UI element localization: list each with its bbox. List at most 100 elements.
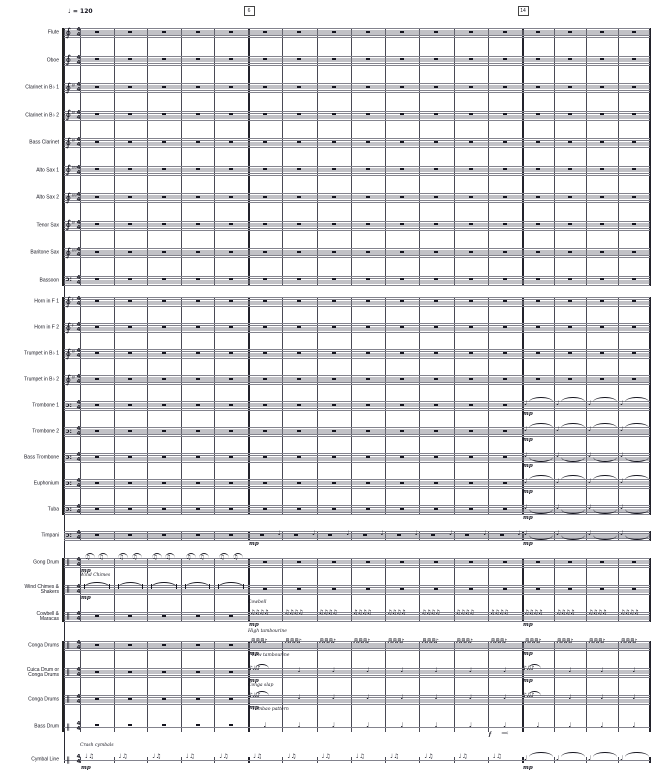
whole-rest xyxy=(263,85,268,88)
measure xyxy=(114,708,148,742)
measure xyxy=(147,283,181,317)
whole-rest xyxy=(331,58,336,60)
measure: ♩ xyxy=(618,465,650,499)
tie-arc xyxy=(561,457,585,462)
whole-rest xyxy=(632,250,636,253)
measure xyxy=(317,361,351,395)
note-figure: ♫♫♫♫ xyxy=(352,609,372,616)
chime-sweep-arc xyxy=(151,581,177,588)
whole-rest xyxy=(161,614,166,617)
whole-rest xyxy=(161,455,166,458)
tie-arc xyxy=(561,751,585,757)
measure xyxy=(214,234,248,268)
note-stem xyxy=(151,584,153,589)
whole-rest xyxy=(568,250,572,253)
measure xyxy=(554,207,586,241)
treble-clef-icon: ∮ xyxy=(65,245,72,259)
measure xyxy=(454,465,488,499)
time-signature: 4 4 xyxy=(76,322,81,333)
measure xyxy=(80,179,114,213)
barline xyxy=(650,531,651,541)
treble-clef-icon: ∮ xyxy=(65,163,72,176)
measure xyxy=(317,14,351,48)
note-figure: ♩ ♫ xyxy=(390,753,399,760)
whole-rest xyxy=(468,30,473,33)
note-figure: ♫♫♫♫ xyxy=(421,609,440,616)
whole-rest xyxy=(502,403,507,406)
whole-rest xyxy=(229,481,234,484)
whole-rest xyxy=(400,325,405,328)
whole-rest xyxy=(297,481,302,484)
note-quarter: ♩ xyxy=(524,476,527,485)
note-figure: ♬♬♬♪ xyxy=(318,638,337,645)
measure xyxy=(114,97,148,131)
whole-rest xyxy=(331,195,336,198)
measure xyxy=(282,413,316,447)
whole-rest xyxy=(263,403,268,406)
measure xyxy=(248,361,282,395)
measure xyxy=(282,42,316,76)
whole-rest xyxy=(400,113,405,115)
note-stem xyxy=(209,584,211,589)
note-figure: ♩ ♫ xyxy=(219,753,228,760)
measure xyxy=(586,124,618,158)
note-figure: ♩ ♫ xyxy=(85,753,94,760)
note-figure: ♩ ♫ xyxy=(492,753,502,760)
measure xyxy=(214,413,248,447)
whole-rest xyxy=(465,533,470,536)
note-figure: ♩ ♫ xyxy=(424,753,433,760)
staff-lines xyxy=(64,349,650,359)
time-signature: 4 4 xyxy=(76,426,81,437)
measure xyxy=(454,387,488,421)
whole-rest xyxy=(600,278,604,280)
measure: ♬♬♬♪ xyxy=(419,627,453,661)
measure xyxy=(114,627,148,661)
whole-rest xyxy=(331,403,336,406)
whole-rest xyxy=(229,670,234,673)
measure xyxy=(317,69,351,103)
note-quarter: ♩ xyxy=(524,502,527,511)
measure xyxy=(317,179,351,213)
tie-arc xyxy=(625,396,649,402)
note-quarter: ♩ xyxy=(620,424,623,433)
whole-rest xyxy=(468,299,473,302)
measure xyxy=(351,571,385,605)
whole-rest xyxy=(502,587,507,590)
measure xyxy=(80,207,114,241)
time-signature: 4 4 xyxy=(76,27,81,38)
note-quarter: ♩ xyxy=(331,720,335,729)
whole-rest xyxy=(229,455,234,458)
dynamic-marking: mp xyxy=(523,437,533,443)
treble-clef-icon: ∮ xyxy=(65,218,72,231)
whole-rest xyxy=(263,377,268,380)
measure: ♩ ♫ xyxy=(147,741,181,775)
barline xyxy=(180,28,182,286)
note-figure: ♬♬♬♪ xyxy=(556,638,574,645)
measure: ♫♫♫♫ xyxy=(385,598,419,632)
measure xyxy=(181,465,215,499)
barline xyxy=(487,641,489,732)
barline xyxy=(316,28,318,286)
whole-rest xyxy=(468,85,473,88)
measure xyxy=(248,571,282,605)
measure xyxy=(454,262,488,296)
time-signature: 4 4 xyxy=(76,584,81,595)
measure: ♫♫♫♫ xyxy=(419,598,453,632)
note-quarter: ♩ xyxy=(536,720,539,729)
whole-rest xyxy=(400,278,405,280)
whole-rest xyxy=(568,325,572,328)
staff-lines xyxy=(64,668,650,678)
whole-rest xyxy=(536,140,540,143)
slur-arc xyxy=(98,552,109,558)
measure xyxy=(214,627,248,661)
measure xyxy=(618,544,650,578)
measure xyxy=(80,234,114,268)
staff-lines xyxy=(64,727,650,728)
measure xyxy=(147,234,181,268)
barline xyxy=(650,297,651,515)
measure: ♩ f < xyxy=(488,708,522,742)
treble-clef-icon: ∮ xyxy=(65,53,72,66)
time-signature: 4 4 xyxy=(76,452,81,463)
measure xyxy=(80,14,114,48)
measure xyxy=(181,439,215,473)
